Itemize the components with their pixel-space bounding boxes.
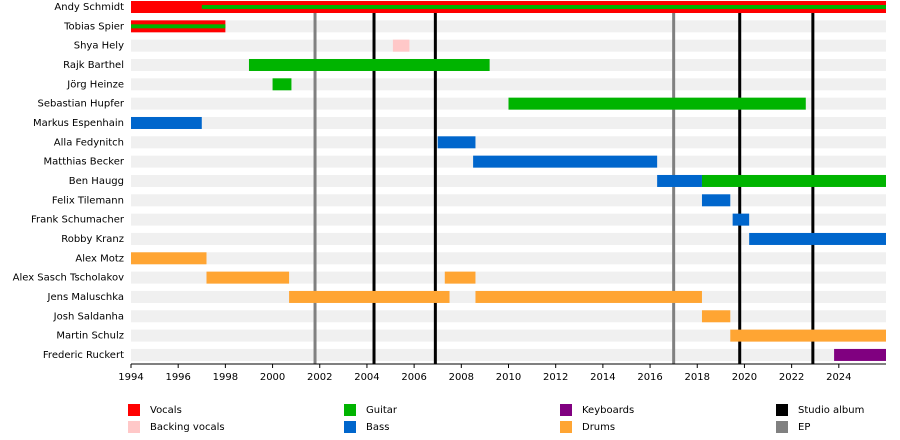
member-bar: [248, 58, 490, 71]
x-tick-label: 2018: [685, 372, 710, 383]
member-name: Sebastian Hupfer: [37, 99, 124, 110]
row-band: [131, 194, 886, 207]
member-name: Martin Schulz: [56, 331, 124, 342]
member-bar: [131, 252, 207, 265]
member-bar: [749, 232, 886, 245]
x-tick-label: 1996: [165, 372, 190, 383]
x-tick-label: 1998: [213, 372, 238, 383]
member-name: Ben Haugg: [69, 176, 124, 187]
member-name: Josh Saldanha: [53, 311, 124, 322]
row-band: [131, 329, 886, 342]
member-bar: [475, 290, 702, 303]
x-tick-label: 2014: [590, 372, 615, 383]
member-name: Frank Schumacher: [31, 215, 125, 226]
legend-swatch: [344, 404, 356, 416]
member-bar: [131, 116, 202, 129]
row-band: [131, 310, 886, 323]
x-tick-label: 2000: [260, 372, 285, 383]
x-tick-label: 2002: [307, 372, 332, 383]
x-tick-label: 2004: [354, 372, 379, 383]
member-bar: [444, 271, 476, 284]
member-bar: [701, 174, 886, 187]
row-band: [131, 136, 886, 149]
row-band: [131, 116, 886, 129]
member-bar: [701, 194, 731, 207]
member-bar: [701, 310, 731, 323]
member-bar: [131, 24, 226, 29]
x-tick-label: 2010: [496, 372, 521, 383]
member-bar: [392, 39, 410, 52]
member-bar: [732, 213, 750, 226]
legend-swatch: [776, 421, 788, 433]
x-tick-label: 2020: [732, 372, 757, 383]
member-name: Rajk Barthel: [63, 60, 124, 71]
row-band: [131, 232, 886, 245]
row-band: [131, 39, 886, 52]
x-tick-label: 2008: [449, 372, 474, 383]
x-tick-label: 1994: [118, 372, 143, 383]
row-band: [131, 271, 886, 284]
member-name: Robby Kranz: [61, 234, 124, 245]
legend-swatch: [128, 404, 140, 416]
member-name: Shya Hely: [74, 41, 124, 52]
legend-label: Drums: [582, 422, 615, 433]
legend-label: Backing vocals: [150, 422, 225, 433]
row-band: [131, 58, 886, 71]
legend-label: Bass: [366, 422, 389, 433]
member-name: Felix Tilemann: [52, 195, 124, 206]
member-name: Alex Motz: [75, 253, 124, 264]
member-bar: [730, 329, 886, 342]
member-name: Andy Schmidt: [54, 2, 124, 13]
legend-swatch: [560, 421, 572, 433]
member-name: Frederic Ruckert: [43, 350, 124, 361]
x-tick-label: 2006: [401, 372, 426, 383]
x-tick-label: 2022: [779, 372, 804, 383]
legend-swatch: [344, 421, 356, 433]
legend-swatch: [128, 421, 140, 433]
legend-label: EP: [798, 422, 810, 433]
x-tick-label: 2012: [543, 372, 568, 383]
legend-swatch: [560, 404, 572, 416]
legend-label: Keyboards: [582, 405, 634, 416]
member-name: Markus Espenhain: [33, 118, 124, 129]
member-name: Tobias Spier: [63, 21, 125, 32]
legend-label: Vocals: [150, 405, 182, 416]
member-bar: [272, 78, 292, 91]
x-tick-label: 2024: [826, 372, 851, 383]
member-bar: [508, 97, 806, 110]
member-bar: [473, 155, 658, 168]
x-tick-label: 2016: [637, 372, 662, 383]
member-name: Matthias Becker: [44, 157, 125, 168]
member-bar: [206, 271, 290, 284]
member-name: Jens Maluschka: [47, 292, 125, 303]
member-bar: [437, 136, 476, 149]
member-bar: [289, 290, 450, 303]
member-name: Alex Sasch Tscholakov: [13, 273, 124, 284]
member-name: Alla Fedynitch: [54, 137, 124, 148]
legend-swatch: [776, 404, 788, 416]
member-name: Jörg Heinze: [66, 79, 124, 90]
member-bar: [834, 348, 886, 361]
row-band: [131, 252, 886, 265]
legend-label: Guitar: [366, 405, 398, 416]
row-band: [131, 78, 886, 91]
row-band: [131, 213, 886, 226]
member-bar: [657, 174, 702, 187]
row-band: [131, 20, 886, 33]
member-bar: [201, 5, 886, 9]
legend-label: Studio album: [798, 405, 864, 416]
row-band: [131, 348, 886, 361]
